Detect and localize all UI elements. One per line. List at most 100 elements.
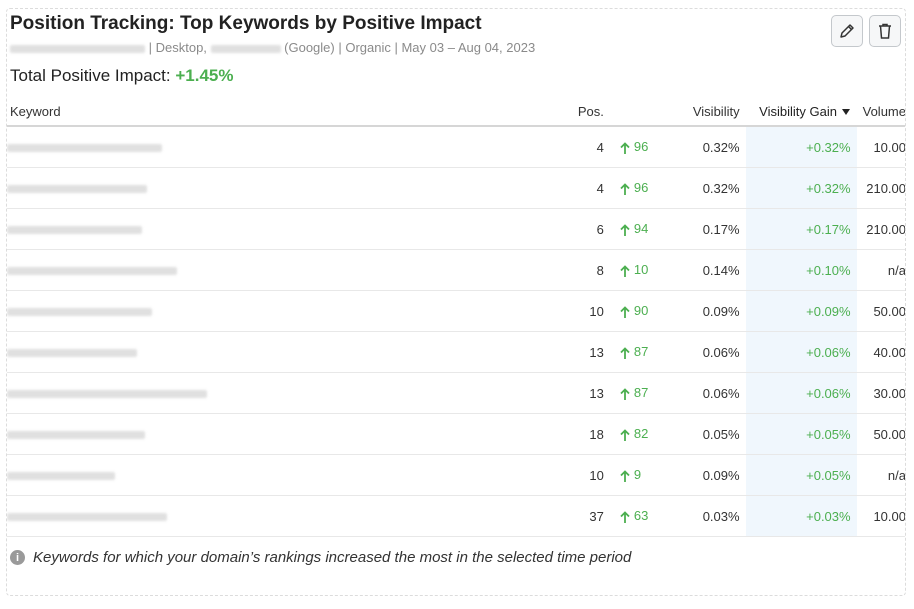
position-cell: 18 xyxy=(570,413,610,455)
table-row[interactable]: 8 10 0.14% +0.10% n/a xyxy=(7,249,905,291)
widget-toolbar xyxy=(831,15,901,47)
redacted-keyword xyxy=(7,431,145,440)
volume-cell: n/a xyxy=(856,454,905,496)
visibility-cell: 0.06% xyxy=(668,372,746,414)
table-row[interactable]: 4 96 0.32% +0.32% 210.00 xyxy=(7,167,905,209)
redacted-keyword xyxy=(7,308,152,317)
position-change-value: 96 xyxy=(633,180,649,196)
keyword-cell[interactable] xyxy=(7,372,571,414)
arrow-up-icon xyxy=(620,510,630,523)
widget-subtitle: | Desktop, (Google) | Organic | May 03 –… xyxy=(10,40,535,55)
column-pos-change xyxy=(609,97,669,127)
redacted-keyword xyxy=(7,185,147,194)
visibility-cell: 0.14% xyxy=(668,249,746,291)
table-row[interactable]: 10 9 0.09% +0.05% n/a xyxy=(7,454,905,496)
position-change-cell: 9 xyxy=(609,454,669,496)
table-row[interactable]: 4 96 0.32% +0.32% 10.00 xyxy=(7,126,905,168)
delete-button[interactable] xyxy=(869,15,901,47)
visibility-gain-cell: +0.05% xyxy=(745,413,857,455)
keywords-table: Keyword Pos. Visibility Visibility Gain … xyxy=(7,97,905,537)
keyword-cell[interactable] xyxy=(7,290,571,332)
position-change-cell: 87 xyxy=(609,331,669,373)
arrow-up-icon xyxy=(620,264,630,277)
info-icon: i xyxy=(10,550,25,565)
position-cell: 37 xyxy=(570,495,610,537)
table-header: Keyword Pos. Visibility Visibility Gain … xyxy=(7,97,905,127)
position-change-cell: 96 xyxy=(609,126,669,168)
redacted-keyword xyxy=(7,390,207,399)
position-cell: 13 xyxy=(570,372,610,414)
visibility-cell: 0.03% xyxy=(668,495,746,537)
table-row[interactable]: 18 82 0.05% +0.05% 50.00 xyxy=(7,413,905,455)
position-cell: 8 xyxy=(570,249,610,291)
visibility-cell: 0.09% xyxy=(668,290,746,332)
table-row[interactable]: 37 63 0.03% +0.03% 10.00 xyxy=(7,495,905,537)
position-change-cell: 82 xyxy=(609,413,669,455)
visibility-gain-cell: +0.09% xyxy=(745,290,857,332)
widget-footer: i Keywords for which your domain’s ranki… xyxy=(10,549,631,566)
arrow-up-icon xyxy=(620,305,630,318)
arrow-up-icon xyxy=(620,469,630,482)
table-row[interactable]: 10 90 0.09% +0.09% 50.00 xyxy=(7,290,905,332)
column-visibility[interactable]: Visibility xyxy=(668,97,746,127)
arrow-up-icon xyxy=(620,428,630,441)
keyword-cell[interactable] xyxy=(7,208,571,250)
volume-cell: 210.00 xyxy=(856,208,905,250)
keyword-cell[interactable] xyxy=(7,167,571,209)
keyword-cell[interactable] xyxy=(7,413,571,455)
table-row[interactable]: 13 87 0.06% +0.06% 40.00 xyxy=(7,331,905,373)
position-cell: 4 xyxy=(570,167,610,209)
subtitle-engine: (Google) | Organic | May 03 – Aug 04, 20… xyxy=(284,40,536,55)
volume-cell: 50.00 xyxy=(856,413,905,455)
visibility-cell: 0.32% xyxy=(668,126,746,168)
redacted-keyword xyxy=(7,472,115,481)
volume-cell: 40.00 xyxy=(856,331,905,373)
position-change-cell: 90 xyxy=(609,290,669,332)
volume-cell: 210.00 xyxy=(856,167,905,209)
position-cell: 13 xyxy=(570,331,610,373)
keyword-cell[interactable] xyxy=(7,126,571,168)
subtitle-device: | Desktop, xyxy=(148,40,211,55)
visibility-cell: 0.09% xyxy=(668,454,746,496)
visibility-gain-cell: +0.32% xyxy=(745,167,857,209)
position-cell: 4 xyxy=(570,126,610,168)
arrow-up-icon xyxy=(620,141,630,154)
redacted-keyword xyxy=(7,144,162,153)
keyword-cell[interactable] xyxy=(7,249,571,291)
redacted-keyword xyxy=(7,513,167,522)
column-visibility-gain[interactable]: Visibility Gain xyxy=(745,97,857,127)
arrow-up-icon xyxy=(620,387,630,400)
keyword-cell[interactable] xyxy=(7,331,571,373)
redacted-keyword xyxy=(7,349,137,358)
pencil-icon xyxy=(840,24,854,38)
position-cell: 10 xyxy=(570,290,610,332)
footer-note: Keywords for which your domain’s ranking… xyxy=(33,549,632,566)
column-keyword[interactable]: Keyword xyxy=(7,97,571,127)
visibility-gain-cell: +0.17% xyxy=(745,208,857,250)
table-row[interactable]: 6 94 0.17% +0.17% 210.00 xyxy=(7,208,905,250)
position-change-value: 82 xyxy=(633,426,649,442)
total-value: +1.45% xyxy=(175,66,234,85)
arrow-up-icon xyxy=(620,346,630,359)
visibility-gain-cell: +0.10% xyxy=(745,249,857,291)
volume-cell: 30.00 xyxy=(856,372,905,414)
keyword-cell[interactable] xyxy=(7,454,571,496)
volume-cell: n/a xyxy=(856,249,905,291)
edit-button[interactable] xyxy=(831,15,863,47)
position-change-value: 90 xyxy=(633,303,649,319)
column-visibility-gain-label: Visibility Gain xyxy=(759,103,837,119)
position-change-value: 96 xyxy=(633,139,649,155)
position-change-cell: 87 xyxy=(609,372,669,414)
column-pos[interactable]: Pos. xyxy=(570,97,610,127)
column-volume[interactable]: Volume xyxy=(856,97,905,127)
sort-desc-icon xyxy=(841,109,850,116)
position-change-value: 9 xyxy=(633,467,642,483)
table-row[interactable]: 13 87 0.06% +0.06% 30.00 xyxy=(7,372,905,414)
visibility-gain-cell: +0.03% xyxy=(745,495,857,537)
visibility-gain-cell: +0.32% xyxy=(745,126,857,168)
position-change-cell: 96 xyxy=(609,167,669,209)
position-tracking-widget: Position Tracking: Top Keywords by Posit… xyxy=(6,8,906,596)
redacted-keyword xyxy=(7,226,142,235)
keyword-cell[interactable] xyxy=(7,495,571,537)
visibility-cell: 0.32% xyxy=(668,167,746,209)
